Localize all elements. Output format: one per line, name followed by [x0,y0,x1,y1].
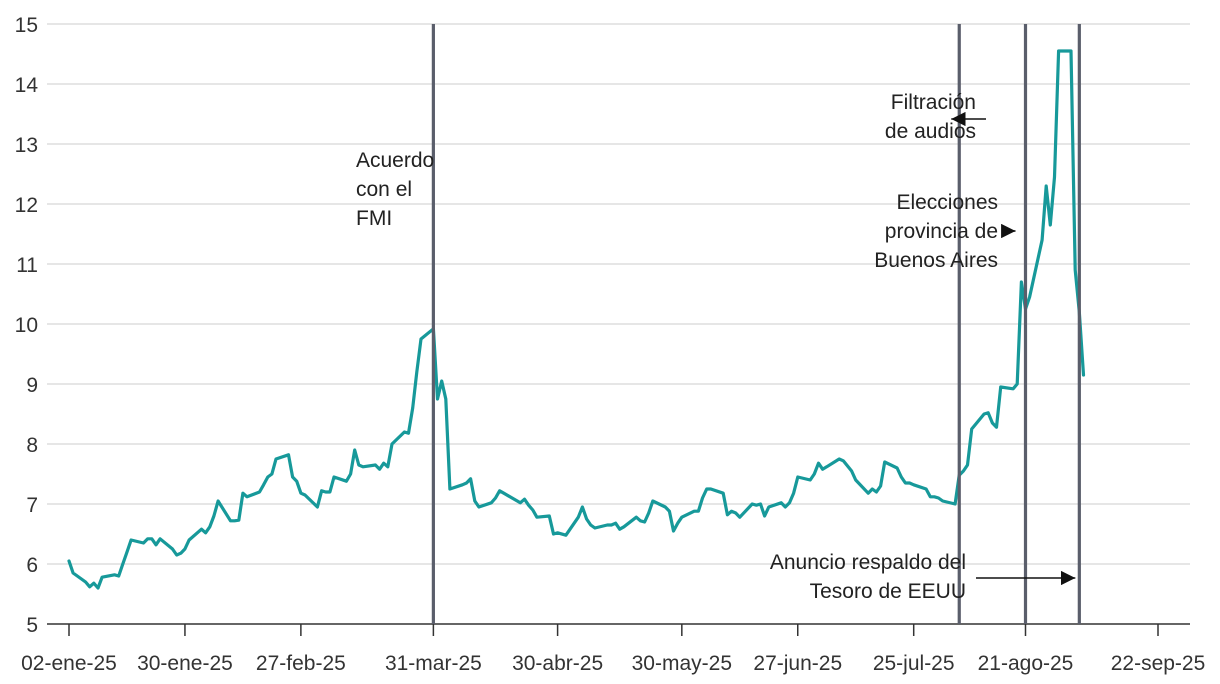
annotation-line: Buenos Aires [874,249,998,272]
annotation-line: Anuncio respaldo del [770,551,966,574]
x-tick-label: 27-feb-25 [256,652,346,675]
annotation-line: provincia de [885,220,998,243]
y-tick-label: 12 [15,194,38,217]
annotation-line: Acuerdo [356,149,434,172]
annotation: Elecciones provincia de Buenos Aires [874,191,1016,272]
x-tick-label: 27-jun-25 [753,652,842,675]
y-tick-label: 14 [15,74,39,97]
annotation-label: Filtración de audios [885,91,976,143]
annotation-line: FMI [356,207,392,230]
y-tick-label: 11 [16,254,38,277]
annotation: Acuerdo con el FMI [356,149,434,230]
annotation-label: Anuncio respaldo del Tesoro de EEUU [770,551,966,603]
x-tick-label: 22-sep-25 [1111,652,1206,675]
annotation-label: Elecciones provincia de Buenos Aires [874,191,998,272]
annotation-line: con el [356,178,412,201]
y-tick-label: 9 [26,374,38,397]
x-axis: 02-ene-25 30-ene-25 27-feb-25 31-mar-25 30-a… [21,623,1206,675]
annotation: Filtración de audios [885,91,986,143]
x-tick-label: 30-abr-25 [512,652,603,675]
y-axis: 5 6 7 8 9 10 11 12 13 14 15 [15,14,39,637]
annotation-label: Acuerdo con el FMI [356,149,434,230]
y-tick-label: 13 [15,134,38,157]
annotation-line: Elecciones [896,191,998,214]
x-tick-label: 31-mar-25 [385,652,482,675]
x-tick-label: 21-ago-25 [978,652,1074,675]
x-tick-label: 30-ene-25 [137,652,233,675]
y-tick-label: 15 [15,14,38,37]
grid [47,23,1190,565]
annotation: Anuncio respaldo del Tesoro de EEUU [770,551,1076,603]
y-tick-label: 8 [26,434,38,457]
y-tick-label: 5 [26,614,38,637]
y-tick-label: 6 [26,554,38,577]
series-layer [67,49,1086,590]
x-tick-label: 30-may-25 [632,652,732,675]
annotation-line: Tesoro de EEUU [810,580,966,603]
y-tick-label: 10 [15,314,38,337]
annotation-line: Filtración [891,91,976,114]
y-tick-label: 7 [26,494,38,517]
annotation-line: de audios [885,120,976,143]
series-line [67,49,1086,590]
x-tick-label: 02-ene-25 [21,652,117,675]
annotations: Acuerdo con el FMI Filtración de audios Elecc… [356,91,1076,603]
x-tick-label: 25-jul-25 [873,652,955,675]
